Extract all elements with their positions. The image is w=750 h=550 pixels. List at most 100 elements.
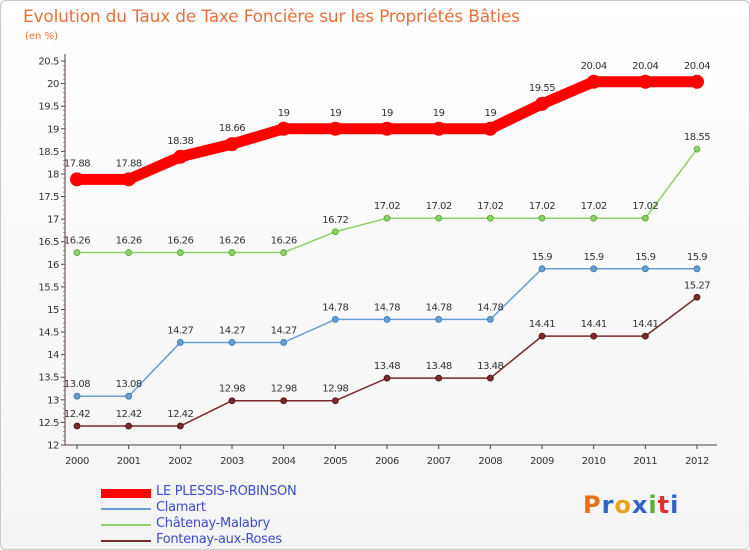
- data-point: [383, 214, 391, 222]
- data-label: 16.26: [116, 236, 142, 247]
- x-tick-label: 2010: [582, 456, 606, 467]
- data-point: [538, 265, 546, 273]
- data-label: 19: [484, 108, 496, 119]
- data-label: 14.41: [529, 319, 555, 330]
- data-point: [486, 374, 494, 382]
- data-point: [435, 374, 443, 382]
- data-point: [228, 339, 236, 346]
- data-point: [331, 228, 339, 236]
- y-tick-label: 18: [47, 169, 59, 180]
- data-label: 16.26: [167, 236, 193, 247]
- data-label: 14.27: [271, 325, 297, 336]
- data-label: 20.04: [581, 61, 607, 72]
- data-label: 17.02: [426, 201, 452, 212]
- data-label: 16.26: [219, 236, 245, 247]
- data-point: [690, 74, 704, 89]
- y-tick-label: 14: [47, 350, 59, 361]
- x-tick-label: 2006: [375, 456, 399, 467]
- data-point: [125, 392, 133, 400]
- logo-letter: r: [601, 491, 615, 519]
- data-label: 17.02: [632, 201, 658, 212]
- data-point: [586, 74, 601, 89]
- data-label: 15.9: [635, 252, 655, 263]
- data-label: 18.66: [219, 123, 245, 134]
- x-tick-label: 2011: [633, 456, 657, 467]
- y-tick-label: 14.5: [38, 328, 59, 339]
- data-point: [331, 316, 339, 323]
- data-point: [538, 332, 546, 340]
- data-point: [590, 332, 598, 340]
- data-point: [125, 249, 133, 256]
- x-tick-label: 2008: [478, 456, 502, 467]
- x-tick-label: 2009: [530, 456, 554, 467]
- data-point: [383, 316, 391, 323]
- data-label: 14.41: [581, 319, 607, 330]
- logo-letter: x: [631, 491, 649, 519]
- data-point: [73, 249, 81, 256]
- x-tick-label: 2012: [685, 456, 709, 467]
- data-label: 17.02: [529, 201, 555, 212]
- chart-subtitle: (en %): [25, 31, 58, 42]
- data-point: [431, 121, 446, 136]
- data-label: 20.04: [684, 61, 710, 72]
- data-point: [228, 249, 236, 256]
- data-point: [590, 265, 598, 273]
- data-label: 15.9: [532, 252, 552, 263]
- data-label: 16.26: [271, 236, 297, 247]
- data-point: [280, 339, 288, 346]
- data-point: [176, 339, 184, 346]
- x-tick-label: 2004: [272, 456, 296, 467]
- data-label: 15.27: [684, 280, 710, 291]
- x-tick-label: 2005: [323, 456, 347, 467]
- data-label: 19: [278, 108, 290, 119]
- data-label: 19: [433, 108, 445, 119]
- data-label: 18.55: [684, 132, 710, 143]
- data-label: 13.08: [116, 379, 142, 390]
- y-tick-label: 16.5: [38, 237, 59, 248]
- proxiti-logo: Proxiti: [583, 491, 679, 519]
- data-point: [641, 214, 649, 222]
- y-tick-label: 18.5: [38, 147, 59, 158]
- data-point: [486, 214, 494, 222]
- data-point: [538, 214, 546, 222]
- data-label: 15.9: [584, 252, 604, 263]
- data-labels: 12.42 12.42 12.42 12.98 12.98 12.98 13.48 13.48…: [64, 61, 711, 420]
- y-tick-label: 13: [47, 395, 59, 406]
- x-tick-label: 2002: [168, 456, 192, 467]
- data-point: [280, 249, 288, 256]
- data-label: 14.78: [426, 302, 452, 313]
- y-tick-label: 13.5: [38, 373, 59, 384]
- legend-label: Clamart: [156, 500, 206, 515]
- y-tick-label: 12: [47, 441, 59, 452]
- data-point: [590, 214, 598, 222]
- data-point: [73, 392, 81, 400]
- data-label: 14.78: [374, 302, 400, 313]
- data-point: [638, 74, 653, 89]
- data-label: 14.27: [219, 325, 245, 336]
- data-label: 13.48: [374, 361, 400, 372]
- logo-letter: P: [583, 491, 602, 519]
- data-point: [73, 422, 81, 430]
- data-label: 16.26: [64, 236, 90, 247]
- y-tick-label: 17: [47, 215, 59, 226]
- data-label: 20.04: [632, 61, 658, 72]
- chart-title: Evolution du Taux de Taxe Foncière sur l…: [23, 7, 520, 27]
- data-label: 17.88: [116, 158, 142, 169]
- legend-swatch: [101, 524, 151, 526]
- data-label: 12.98: [271, 384, 297, 395]
- legend-label: LE PLESSIS-ROBINSON: [156, 484, 297, 499]
- data-label: 13.48: [426, 361, 452, 372]
- data-point: [383, 374, 391, 382]
- data-point: [173, 149, 188, 164]
- data-point: [328, 121, 343, 136]
- data-label: 14.27: [167, 325, 193, 336]
- data-label: 15.9: [687, 252, 707, 263]
- data-label: 17.02: [374, 201, 400, 212]
- x-tick-label: 2000: [65, 456, 89, 467]
- data-label: 13.48: [477, 361, 503, 372]
- y-tick-label: 20: [47, 79, 59, 90]
- x-tick-label: 2003: [220, 456, 244, 467]
- data-point: [693, 145, 701, 153]
- data-point: [331, 397, 339, 405]
